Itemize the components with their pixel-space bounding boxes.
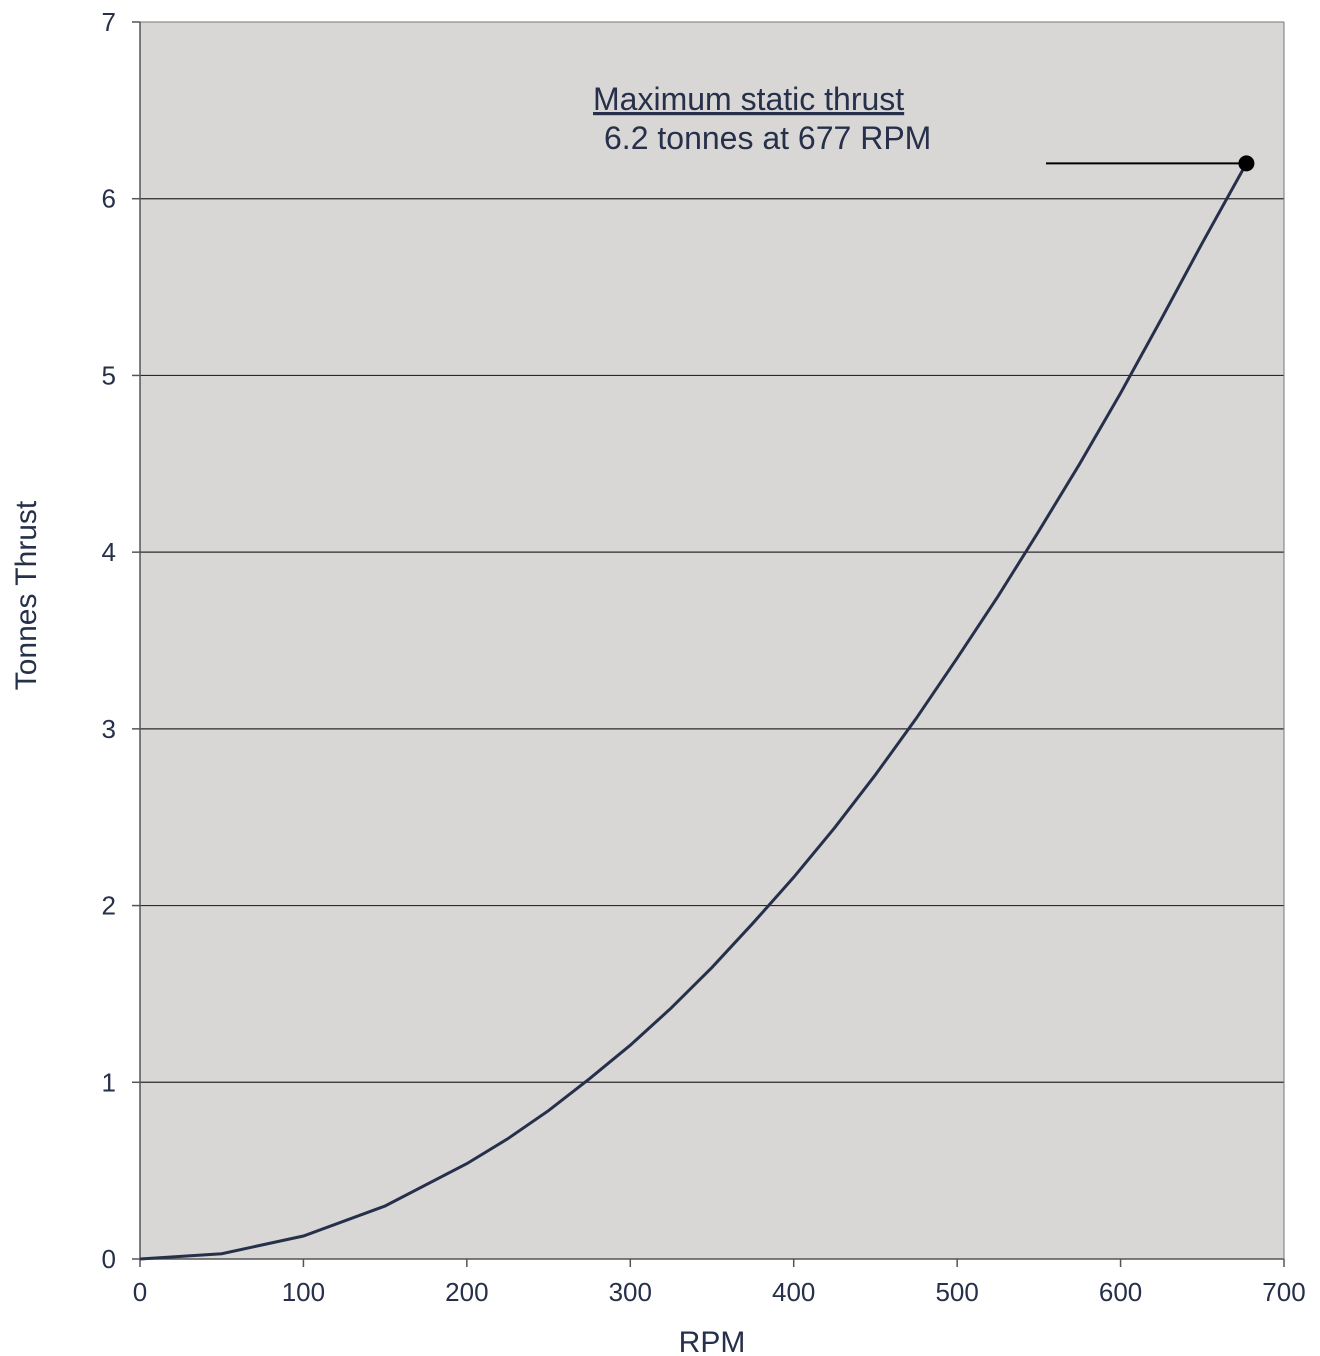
y-tick-label: 6 (102, 184, 116, 214)
x-axis: 0 100 200 300 400 500 600 700 (133, 21, 1306, 1307)
annotation-text: 6.2 tonnes at 677 RPM (604, 120, 931, 156)
annotation-title: Maximum static thrust (593, 81, 904, 117)
y-tick-label: 5 (102, 360, 116, 390)
x-tick-label: 300 (609, 1277, 652, 1307)
x-tick-label: 400 (772, 1277, 815, 1307)
y-tick-label: 7 (102, 7, 116, 37)
max-thrust-point (1238, 155, 1255, 172)
x-tick-label: 100 (282, 1277, 325, 1307)
y-tick-label: 0 (102, 1244, 116, 1274)
y-axis-title: Tonnes Thrust (10, 500, 43, 690)
x-tick-label: 200 (445, 1277, 488, 1307)
y-tick-label: 2 (102, 891, 116, 921)
y-tick-label: 3 (102, 714, 116, 744)
gridlines (140, 198, 1284, 1083)
y-tick-label: 1 (102, 1067, 116, 1097)
x-tick-label: 0 (133, 1277, 147, 1307)
x-axis-title: RPM (679, 1326, 746, 1356)
y-tick-label: 4 (102, 537, 116, 567)
x-tick-label: 500 (935, 1277, 978, 1307)
x-tick-label: 600 (1099, 1277, 1142, 1307)
plot-area (140, 22, 1284, 1259)
x-tick-label: 700 (1262, 1277, 1305, 1307)
y-axis: 0 1 2 3 4 5 6 7 (102, 7, 141, 1274)
thrust-curve (139, 162, 1248, 1261)
